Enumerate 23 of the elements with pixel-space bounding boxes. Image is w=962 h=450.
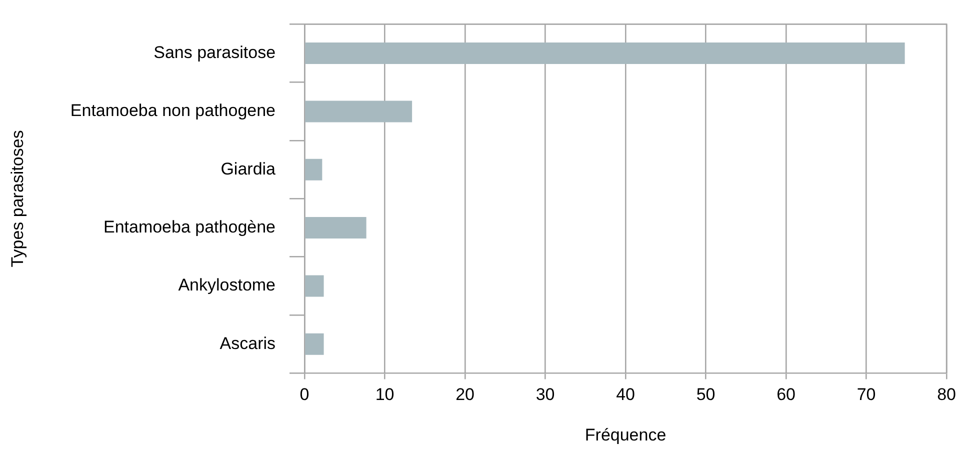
x-tick-label: 10: [375, 385, 394, 404]
x-tick-label: 50: [696, 385, 716, 404]
y-tick-label: Giardia: [220, 159, 276, 178]
x-tick-label: 40: [616, 385, 635, 404]
x-tick-label: 20: [456, 385, 474, 404]
bar: [305, 333, 324, 355]
x-tick-label: 70: [856, 385, 876, 404]
bar: [305, 42, 905, 64]
y-tick-label: Entamoeba pathogène: [103, 217, 276, 236]
bar: [305, 217, 366, 239]
y-axis-title: Types parasitoses: [8, 130, 27, 268]
bar: [305, 100, 412, 122]
x-tick-label: 60: [776, 385, 796, 404]
y-tick-label: Sans parasitose: [154, 42, 276, 62]
y-tick-label: Entamoeba non pathogene: [70, 101, 276, 120]
x-axis-title: Fréquence: [584, 425, 666, 444]
y-tick-label: Ankylostome: [178, 276, 276, 295]
bar: [305, 275, 324, 297]
x-tick-label: 80: [937, 385, 956, 404]
x-tick-label: 30: [536, 385, 555, 404]
x-tick-label: 0: [300, 385, 310, 404]
y-tick-label: Ascaris: [220, 334, 276, 353]
bar: [305, 158, 322, 180]
